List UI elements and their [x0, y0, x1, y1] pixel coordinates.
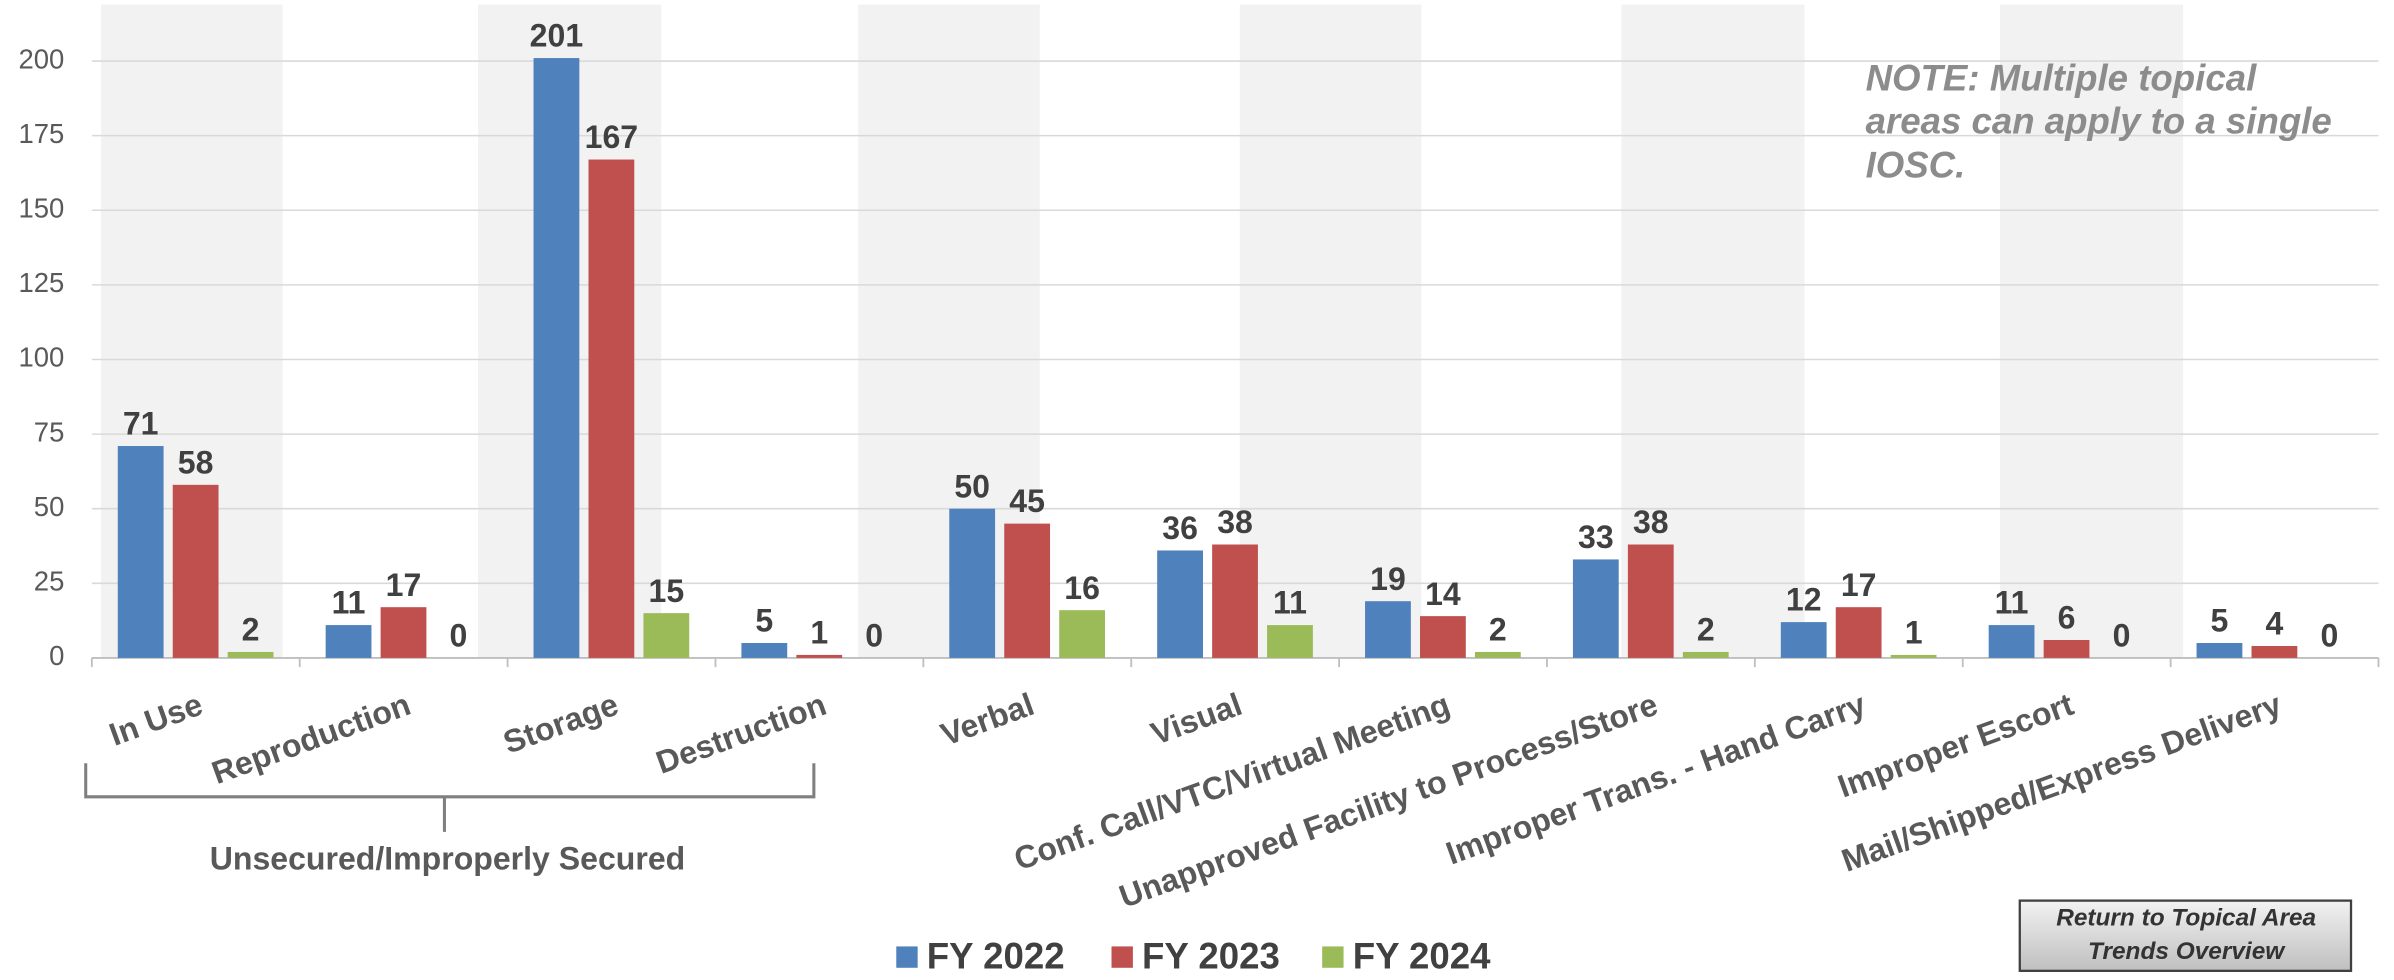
bar [380, 607, 427, 658]
bar [588, 159, 635, 658]
value-label: 6 [2058, 600, 2076, 636]
value-label: 16 [1064, 570, 1100, 606]
value-label: 12 [1786, 582, 1822, 618]
bar [1835, 607, 1882, 658]
value-label: 36 [1162, 510, 1198, 546]
bar [1004, 523, 1051, 658]
button-label[interactable]: Trends Overview [2088, 938, 2286, 965]
y-tick-label: 25 [34, 566, 65, 597]
bar [1059, 610, 1105, 658]
value-label: 0 [865, 618, 883, 654]
x-tick-label: Reproduction [207, 686, 415, 791]
bar [227, 651, 274, 658]
value-label: 2 [1489, 612, 1507, 648]
value-label: 11 [1995, 585, 2029, 621]
y-tick-label: 175 [19, 118, 65, 149]
bar [1474, 651, 1521, 658]
y-tick-label: 100 [19, 342, 65, 373]
value-label: 15 [649, 573, 685, 609]
y-tick-label: 0 [49, 640, 64, 671]
bar [1627, 544, 1674, 658]
x-tick-label: Visual [1146, 686, 1246, 752]
value-label: 50 [954, 468, 990, 504]
value-label: 33 [1578, 519, 1614, 555]
y-tick-label: 150 [19, 193, 65, 224]
value-label: 4 [2266, 606, 2284, 642]
value-label: 201 [530, 18, 583, 54]
bar [643, 613, 690, 658]
legend-label: FY 2022 [927, 935, 1065, 976]
legend-swatch [1111, 946, 1133, 968]
x-tick-label: Verbal [936, 686, 1039, 753]
bar [1988, 625, 2035, 658]
bar [741, 642, 788, 658]
group-label: Unsecured/Improperly Secured [210, 840, 686, 876]
value-label: 11 [1273, 585, 1307, 621]
bar [1212, 544, 1258, 658]
note: IOSC. [1866, 145, 1966, 186]
bar [1365, 601, 1411, 658]
value-label: 11 [332, 585, 366, 621]
value-label: 167 [585, 119, 638, 155]
note: areas can apply to a single [1866, 100, 2332, 141]
note: NOTE: Multiple topical [1866, 58, 2257, 99]
bar [1420, 616, 1466, 658]
value-label: 2 [1697, 612, 1715, 648]
bar [1780, 622, 1827, 658]
x-tick-label: Destruction [651, 686, 831, 781]
x-tick-label: In Use [104, 686, 207, 753]
bar [117, 446, 164, 658]
bar [2196, 642, 2243, 658]
bar [796, 654, 843, 658]
value-label: 5 [755, 603, 773, 639]
value-label: 0 [2320, 618, 2338, 654]
value-label: 1 [810, 615, 828, 651]
value-label: 38 [1217, 504, 1253, 540]
button-label[interactable]: Return to Topical Area [2056, 904, 2316, 931]
value-label: 58 [178, 444, 214, 480]
bar [1157, 550, 1203, 658]
legend-label: FY 2024 [1353, 935, 1491, 976]
value-label: 0 [2113, 618, 2131, 654]
value-label: 14 [1425, 576, 1461, 612]
y-tick-label: 125 [19, 267, 65, 298]
bar [2043, 640, 2090, 658]
legend-swatch [896, 946, 918, 968]
value-label: 2 [242, 612, 260, 648]
value-label: 1 [1905, 615, 1923, 651]
value-label: 19 [1370, 561, 1406, 597]
bar [533, 58, 580, 658]
legend-swatch [1322, 946, 1344, 968]
bar [1572, 559, 1619, 658]
bar [1890, 654, 1937, 658]
bar [1267, 625, 1313, 658]
value-label: 5 [2211, 603, 2229, 639]
bar [2251, 645, 2298, 658]
bar [172, 484, 219, 658]
bar [325, 625, 372, 658]
x-tick-label: Storage [498, 686, 622, 761]
legend-label: FY 2023 [1142, 935, 1280, 976]
value-label: 45 [1009, 483, 1045, 519]
value-label: 38 [1633, 504, 1669, 540]
value-label: 17 [386, 567, 422, 603]
value-label: 17 [1841, 567, 1877, 603]
y-tick-label: 200 [19, 43, 65, 74]
value-label: 71 [123, 406, 159, 442]
y-tick-label: 50 [34, 491, 65, 522]
y-tick-label: 75 [34, 416, 65, 447]
bar [1682, 651, 1729, 658]
group-bracket [84, 763, 816, 832]
button-body[interactable] [2018, 899, 2353, 972]
value-label: 0 [450, 618, 468, 654]
return-button[interactable]: Return to Topical Area Trends Overview [2018, 899, 2353, 972]
bar [949, 508, 996, 658]
